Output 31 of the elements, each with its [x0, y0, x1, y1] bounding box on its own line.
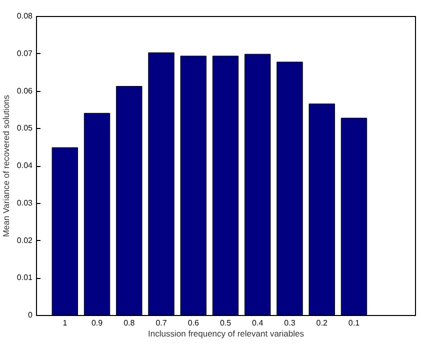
x-tick-label: 0.4	[252, 318, 264, 328]
bar	[52, 147, 78, 316]
x-tick-label: 0.5	[220, 318, 232, 328]
x-axis-title: Inclussion frequency of relevant variables	[148, 328, 304, 338]
x-tick-label: 0.9	[91, 318, 104, 328]
y-tick-label: 0.02	[16, 236, 34, 245]
bar	[308, 104, 335, 316]
y-axis-title: Mean Variance of recovered solutions	[0, 94, 11, 238]
y-tick-label: 0.06	[16, 86, 34, 96]
y-tick-label: 0.07	[16, 48, 34, 58]
bar	[212, 56, 239, 316]
bar	[116, 86, 142, 316]
y-tick-label: 0.04	[16, 161, 34, 170]
x-tick-label: 0.7	[156, 318, 168, 328]
bar	[84, 112, 110, 316]
x-tick-label: 0.2	[316, 318, 328, 328]
y-tick-label: 0.08	[16, 12, 34, 20]
y-tick-label: 0.05	[16, 124, 34, 133]
y-tick-label: 0.03	[16, 198, 34, 208]
y-tick-label: 0.01	[16, 273, 34, 282]
bar	[180, 56, 206, 316]
y-tick-label: 0	[28, 310, 34, 320]
x-tick-label: 0.3	[284, 318, 296, 328]
x-tick-label: 0.1	[348, 318, 360, 328]
x-tick-label: 0.6	[188, 318, 200, 328]
bar	[340, 118, 368, 316]
bar	[148, 52, 174, 316]
x-tick-label: 1	[62, 318, 68, 328]
bar	[276, 62, 303, 316]
bar	[244, 54, 271, 316]
x-tick-label: 0.8	[124, 318, 136, 328]
